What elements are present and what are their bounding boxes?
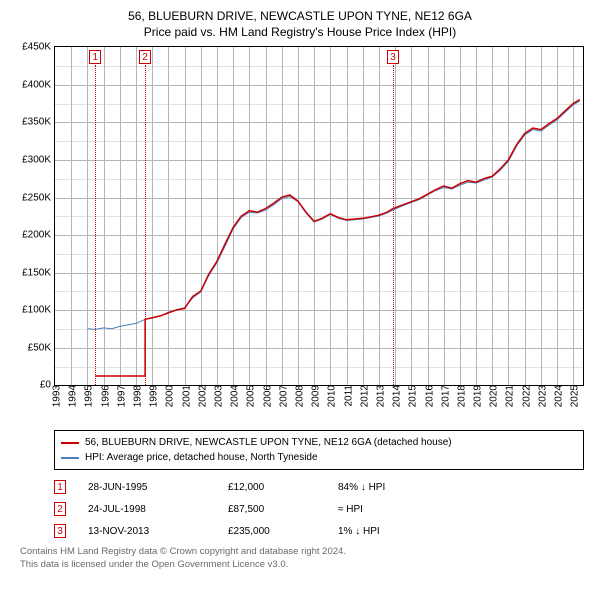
x-axis-label: 2004 — [226, 385, 241, 407]
title-line-2: Price paid vs. HM Land Registry's House … — [10, 24, 590, 40]
x-axis-label: 2015 — [404, 385, 419, 407]
legend-label-hpi: HPI: Average price, detached house, Nort… — [85, 450, 318, 465]
x-axis-label: 1996 — [96, 385, 111, 407]
x-axis-label: 1993 — [48, 385, 63, 407]
x-axis-label: 1999 — [145, 385, 160, 407]
sales-row-3: 3 13-NOV-2013 £235,000 1% ↓ HPI — [54, 524, 584, 538]
title-line-1: 56, BLUEBURN DRIVE, NEWCASTLE UPON TYNE,… — [10, 8, 590, 24]
chart-lines-svg — [55, 47, 583, 385]
chart-area: £0£50K£100K£150K£200K£250K£300K£350K£400… — [54, 46, 584, 386]
sales-date-2: 24-JUL-1998 — [88, 504, 228, 515]
x-axis-label: 2010 — [323, 385, 338, 407]
chart-title: 56, BLUEBURN DRIVE, NEWCASTLE UPON TYNE,… — [10, 8, 590, 40]
y-axis-label: £350K — [22, 117, 55, 128]
y-axis-label: £150K — [22, 267, 55, 278]
sales-hpi-2: ≈ HPI — [338, 504, 584, 515]
x-axis-label: 2013 — [371, 385, 386, 407]
legend: 56, BLUEBURN DRIVE, NEWCASTLE UPON TYNE,… — [54, 430, 584, 470]
sales-price-1: £12,000 — [228, 482, 338, 493]
x-axis-label: 2000 — [161, 385, 176, 407]
x-axis-label: 2014 — [388, 385, 403, 407]
sales-row-1: 1 28-JUN-1995 £12,000 84% ↓ HPI — [54, 480, 584, 494]
legend-swatch-hpi — [61, 457, 79, 459]
x-axis-label: 2005 — [242, 385, 257, 407]
y-axis-label: £200K — [22, 230, 55, 241]
sale-marker-box: 3 — [387, 50, 399, 64]
sales-marker-2: 2 — [54, 502, 66, 516]
y-axis-label: £50K — [28, 342, 55, 353]
x-axis-label: 2019 — [469, 385, 484, 407]
footnote-line-2: This data is licensed under the Open Gov… — [20, 559, 590, 571]
x-axis-label: 1995 — [80, 385, 95, 407]
sale-marker-box: 2 — [139, 50, 151, 64]
sales-date-1: 28-JUN-1995 — [88, 482, 228, 493]
y-axis-label: £100K — [22, 305, 55, 316]
sales-marker-1: 1 — [54, 480, 66, 494]
x-axis-label: 2001 — [177, 385, 192, 407]
legend-swatch-property — [61, 442, 79, 444]
x-axis-label: 2017 — [436, 385, 451, 407]
x-axis-label: 2023 — [533, 385, 548, 407]
x-axis-label: 2007 — [274, 385, 289, 407]
y-axis-label: £300K — [22, 155, 55, 166]
sales-hpi-3: 1% ↓ HPI — [338, 526, 584, 537]
x-axis-label: 2009 — [307, 385, 322, 407]
x-axis-label: 2006 — [258, 385, 273, 407]
x-axis-label: 1997 — [112, 385, 127, 407]
series-line — [95, 100, 580, 376]
legend-item-hpi: HPI: Average price, detached house, Nort… — [61, 450, 577, 465]
x-axis-label: 2012 — [355, 385, 370, 407]
chart-container: 56, BLUEBURN DRIVE, NEWCASTLE UPON TYNE,… — [0, 0, 600, 590]
y-axis-label: £250K — [22, 192, 55, 203]
x-axis-label: 1994 — [64, 385, 79, 407]
x-axis-label: 2011 — [339, 385, 354, 407]
y-axis-label: £450K — [22, 42, 55, 53]
x-axis-label: 2022 — [517, 385, 532, 407]
sales-marker-3: 3 — [54, 524, 66, 538]
sales-row-2: 2 24-JUL-1998 £87,500 ≈ HPI — [54, 502, 584, 516]
plot-region: £0£50K£100K£150K£200K£250K£300K£350K£400… — [54, 46, 584, 386]
footnote: Contains HM Land Registry data © Crown c… — [20, 546, 590, 571]
legend-label-property: 56, BLUEBURN DRIVE, NEWCASTLE UPON TYNE,… — [85, 435, 452, 450]
legend-item-property: 56, BLUEBURN DRIVE, NEWCASTLE UPON TYNE,… — [61, 435, 577, 450]
footnote-line-1: Contains HM Land Registry data © Crown c… — [20, 546, 590, 558]
sales-price-2: £87,500 — [228, 504, 338, 515]
x-axis-label: 1998 — [128, 385, 143, 407]
x-axis-label: 2018 — [452, 385, 467, 407]
y-axis-label: £400K — [22, 79, 55, 90]
x-axis-label: 2002 — [193, 385, 208, 407]
x-axis-label: 2020 — [485, 385, 500, 407]
x-axis-label: 2003 — [209, 385, 224, 407]
x-axis-label: 2016 — [420, 385, 435, 407]
sales-table: 1 28-JUN-1995 £12,000 84% ↓ HPI 2 24-JUL… — [54, 480, 584, 538]
x-axis-label: 2021 — [501, 385, 516, 407]
sale-marker-box: 1 — [89, 50, 101, 64]
sales-price-3: £235,000 — [228, 526, 338, 537]
x-axis-label: 2008 — [290, 385, 305, 407]
sales-date-3: 13-NOV-2013 — [88, 526, 228, 537]
x-axis-label: 2024 — [550, 385, 565, 407]
x-axis-label: 2025 — [566, 385, 581, 407]
sales-hpi-1: 84% ↓ HPI — [338, 482, 584, 493]
